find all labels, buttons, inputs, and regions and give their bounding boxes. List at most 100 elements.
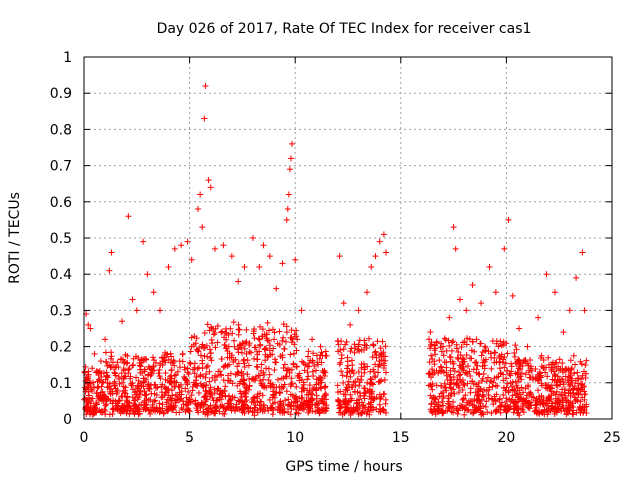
band-point [211,386,218,393]
band-point [151,381,158,388]
band-point [447,384,454,391]
band-point [238,393,245,400]
band-point [124,393,131,400]
band-point [231,337,238,344]
band-point [428,395,435,402]
band-point [155,370,162,377]
band-point [376,351,383,358]
band-point [373,406,380,413]
band-point [512,399,519,406]
band-point [311,362,318,369]
band-point [282,338,289,345]
band-point [489,383,496,390]
band-point [161,357,168,364]
band-point [525,404,532,411]
band-point [474,385,481,392]
band-point [443,359,450,366]
y-tick-label: 0.6 [50,195,72,211]
band-point [455,389,462,396]
band-point [309,386,316,393]
band-point [188,343,195,350]
data-point [551,289,558,296]
band-point [485,348,492,355]
band-point [108,353,115,360]
band-point [322,390,329,397]
band-point [258,398,265,405]
band-point [234,382,241,389]
band-point [243,326,250,333]
band-point [321,383,328,390]
band-point [293,383,300,390]
band-point [201,353,208,360]
data-point [286,166,293,173]
band-point [476,371,483,378]
band-point [469,338,476,345]
band-point [527,365,534,372]
data-point [581,307,588,314]
data-point [450,224,457,231]
band-point [495,343,502,350]
band-point [459,339,466,346]
y-axis-label: ROTI / TECUs [7,192,23,284]
band-point [477,340,484,347]
band-point [490,401,497,408]
band-point [455,356,462,363]
band-point [222,406,229,413]
data-point [106,267,113,274]
band-point [578,376,585,383]
data-point [543,271,550,278]
band-point [271,329,278,336]
band-point [362,341,369,348]
band-point [276,390,283,397]
band-point [323,396,330,403]
band-point [381,390,388,397]
band-point [81,369,88,376]
data-point [560,329,567,336]
band-point [227,395,234,402]
band-point [189,387,196,394]
band-point [223,405,230,412]
band-point [194,365,201,372]
band-point [540,364,547,371]
band-point [458,378,465,385]
band-point [503,395,510,402]
band-point [300,385,307,392]
band-point [193,380,200,387]
band-point [463,369,470,376]
data-point [509,292,516,299]
band-point [288,327,295,334]
band-point [225,400,232,407]
band-point [91,383,98,390]
band-point [366,411,373,418]
band-point [146,385,153,392]
band-point [378,357,385,364]
band-point [357,392,364,399]
band-point [552,399,559,406]
band-point [207,384,214,391]
band-point [376,378,383,385]
band-point [528,393,535,400]
band-point [230,404,237,411]
band-point [426,370,433,377]
band-point [158,383,165,390]
band-point [568,365,575,372]
band-point [257,377,264,384]
band-point [120,375,127,382]
data-point [478,300,485,307]
band-point [505,389,512,396]
band-point [554,377,561,384]
band-point [128,382,135,389]
band-point [501,403,508,410]
band-point [277,389,284,396]
band-point [543,364,550,371]
band-point [376,391,383,398]
band-point [131,409,138,416]
band-point [251,355,258,362]
band-point [253,373,260,380]
band-point [170,357,177,364]
band-point [290,402,297,409]
band-point [312,408,319,415]
band-point [132,408,139,415]
band-point [461,411,468,418]
band-point [271,394,278,401]
